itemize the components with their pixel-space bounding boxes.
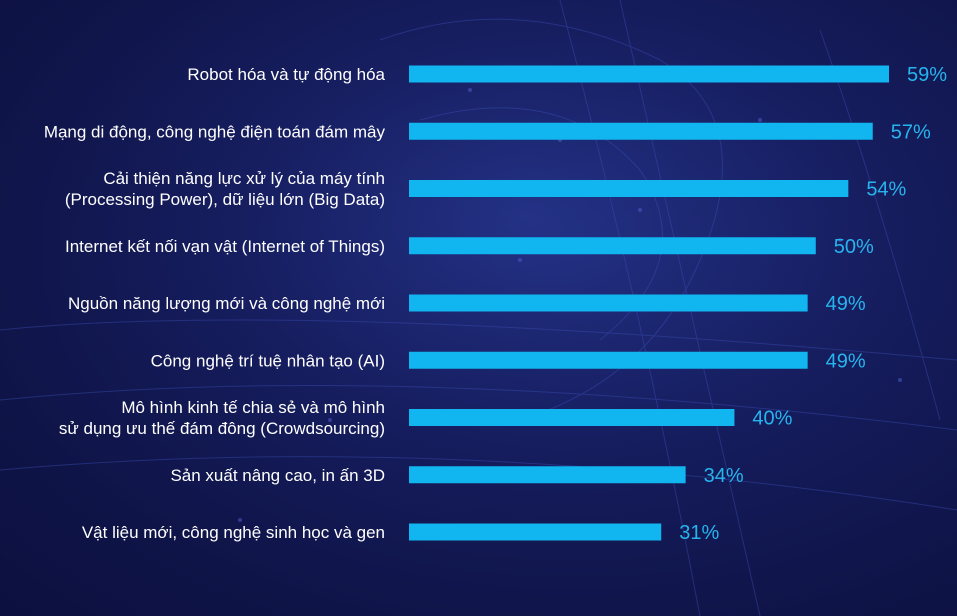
value-label-6: 49%	[826, 350, 866, 372]
category-label-2: Mạng di động, công nghệ điện toán đám mâ…	[44, 122, 386, 141]
bar-5	[409, 294, 808, 312]
category-label-5: Nguồn năng lượng mới và công nghệ mới	[68, 294, 385, 313]
value-label-7: 40%	[752, 408, 792, 430]
value-label-4: 50%	[834, 236, 874, 258]
category-label-8: Sản xuất nâng cao, in ấn 3D	[170, 466, 385, 485]
bar-3	[409, 180, 849, 197]
bar-8	[409, 466, 686, 484]
value-label-2: 57%	[891, 121, 931, 143]
value-label-9: 31%	[679, 522, 719, 544]
bar-7	[409, 409, 735, 426]
bar-4	[409, 237, 816, 255]
category-label-6: Công nghệ trí tuệ nhân tạo (AI)	[151, 351, 385, 370]
category-label-3-line-1: Cải thiện năng lực xử lý của máy tính	[103, 169, 385, 188]
category-label-7-line-2: sử dụng ưu thế đám đông (Crowdsourcing)	[59, 419, 385, 438]
category-label-9: Vật liệu mới, công nghệ sinh học và gen	[82, 523, 385, 542]
value-label-5: 49%	[826, 293, 866, 315]
bar-9	[409, 523, 662, 541]
category-label-1: Robot hóa và tự động hóa	[187, 65, 385, 84]
category-label-4: Internet kết nối vạn vật (Internet of Th…	[65, 237, 385, 256]
value-label-1: 59%	[907, 64, 947, 86]
category-label-3-line-2: (Processing Power), dữ liệu lớn (Big Dat…	[65, 190, 385, 209]
bar-6	[409, 351, 808, 369]
bar-2	[409, 122, 873, 140]
value-label-8: 34%	[704, 465, 744, 487]
value-label-3: 54%	[866, 179, 906, 201]
category-label-7-line-1: Mô hình kinh tế chia sẻ và mô hình	[121, 398, 385, 417]
bar-1	[409, 65, 889, 83]
